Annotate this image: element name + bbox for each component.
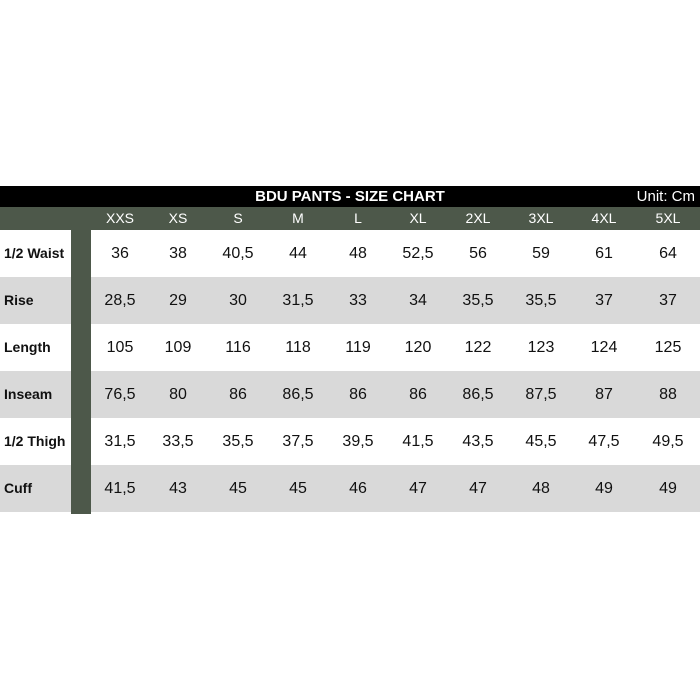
table-cell: 37 <box>595 292 613 309</box>
table-cell: 43 <box>169 480 187 497</box>
table-cell: 105 <box>106 339 134 356</box>
unit-label: Unit: Cm <box>636 188 695 205</box>
size-chart-table: BDU PANTS - SIZE CHART Unit: Cm XXS XS S M L X… <box>0 186 700 512</box>
table-cell: 88 <box>659 386 677 403</box>
table-cell: 46 <box>349 480 367 497</box>
table-cell: 49 <box>659 480 677 497</box>
table-cell: 45 <box>229 480 247 497</box>
table-row: Rise 28,5 29 30 31,5 33 34 35,5 35,5 37 37 <box>0 277 700 324</box>
table-cell: 43,5 <box>462 433 494 450</box>
table-cell: 37 <box>659 292 677 309</box>
row-label: Cuff <box>4 480 32 496</box>
table-cell: 47 <box>469 480 487 497</box>
table-cell: 116 <box>225 339 251 356</box>
table-cell: 29 <box>169 292 187 309</box>
size-header: S <box>233 210 243 226</box>
table-cell: 86,5 <box>462 386 494 403</box>
size-header: 2XL <box>465 210 491 226</box>
chart-title: BDU PANTS - SIZE CHART <box>255 188 445 205</box>
table-cell: 86 <box>409 386 427 403</box>
size-header: 4XL <box>591 210 617 226</box>
row-label: 1/2 Thigh <box>4 433 66 449</box>
table-cell: 31,5 <box>104 433 136 450</box>
table-cell: 86 <box>229 386 247 403</box>
size-header: M <box>292 210 304 226</box>
divider-column <box>71 230 91 514</box>
table-cell: 35,5 <box>462 292 494 309</box>
table-cell: 59 <box>532 245 550 262</box>
table-cell: 44 <box>289 245 307 262</box>
table-cell: 87 <box>595 386 613 403</box>
size-header: XL <box>409 210 427 226</box>
table-cell: 39,5 <box>342 433 374 450</box>
table-cell: 87,5 <box>525 386 557 403</box>
table-row: Cuff 41,5 43 45 45 46 47 47 48 49 49 <box>0 465 700 512</box>
table-cell: 48 <box>349 245 367 262</box>
table-cell: 35,5 <box>222 433 254 450</box>
table-cell: 37,5 <box>282 433 314 450</box>
table-row: 1/2 Waist 36 38 40,5 44 48 52,5 56 59 61 64 <box>0 230 700 277</box>
size-header: 5XL <box>655 210 681 226</box>
table-cell: 109 <box>164 339 192 356</box>
size-header-row: XXS XS S M L XL 2XL 3XL 4XL 5XL <box>0 207 700 230</box>
table-cell: 61 <box>595 245 613 262</box>
table-cell: 33 <box>349 292 367 309</box>
size-header: L <box>354 210 362 226</box>
table-cell: 118 <box>285 339 311 356</box>
table-cell: 38 <box>169 245 187 262</box>
table-row: Length 105 109 116 118 119 120 122 123 124 125 <box>0 324 700 371</box>
row-label: Inseam <box>4 386 53 402</box>
table-cell: 52,5 <box>402 245 434 262</box>
table-cell: 41,5 <box>402 433 434 450</box>
table-cell: 120 <box>404 339 432 356</box>
table-cell: 30 <box>229 292 247 309</box>
table-row: Inseam 76,5 80 86 86,5 86 86 86,5 87,5 87 88 <box>0 371 700 418</box>
table-cell: 123 <box>527 339 555 356</box>
row-label: 1/2 Waist <box>4 245 65 261</box>
table-cell: 49 <box>595 480 613 497</box>
table-cell: 49,5 <box>652 433 684 450</box>
table-cell: 34 <box>409 292 427 309</box>
table-cell: 80 <box>169 386 187 403</box>
table-cell: 36 <box>111 245 129 262</box>
chart-title-bar: BDU PANTS - SIZE CHART Unit: Cm <box>0 186 700 207</box>
table-cell: 86 <box>349 386 367 403</box>
table-cell: 125 <box>654 339 682 356</box>
table-cell: 119 <box>345 339 371 356</box>
table-cell: 124 <box>590 339 618 356</box>
table-cell: 31,5 <box>282 292 314 309</box>
table-cell: 76,5 <box>104 386 136 403</box>
table-cell: 45,5 <box>525 433 557 450</box>
table-cell: 64 <box>659 245 677 262</box>
row-label: Length <box>4 339 51 355</box>
size-header: XXS <box>105 210 134 226</box>
table-cell: 122 <box>464 339 492 356</box>
table-cell: 28,5 <box>104 292 136 309</box>
table-cell: 48 <box>532 480 550 497</box>
size-header: 3XL <box>528 210 554 226</box>
size-header: XS <box>168 210 188 226</box>
row-label: Rise <box>4 292 34 308</box>
table-cell: 41,5 <box>104 480 136 497</box>
table-cell: 33,5 <box>162 433 194 450</box>
table-cell: 35,5 <box>525 292 557 309</box>
table-row: 1/2 Thigh 31,5 33,5 35,5 37,5 39,5 41,5 43,5 45,… <box>0 418 700 465</box>
table-cell: 47,5 <box>588 433 620 450</box>
table-cell: 86,5 <box>282 386 314 403</box>
table-cell: 40,5 <box>222 245 254 262</box>
table-cell: 45 <box>289 480 307 497</box>
table-cell: 47 <box>409 480 427 497</box>
table-cell: 56 <box>469 245 487 262</box>
